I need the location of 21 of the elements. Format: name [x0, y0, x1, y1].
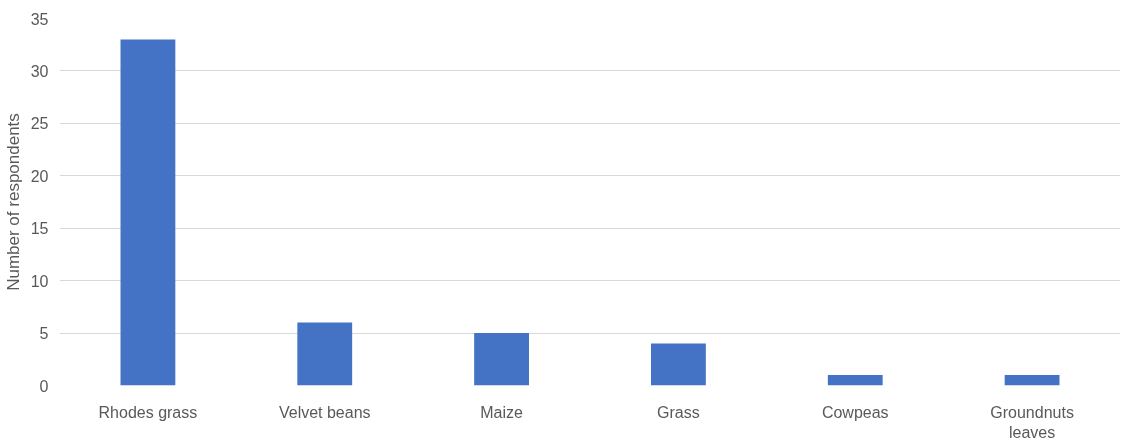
- x-tick-label: Maize: [480, 403, 524, 421]
- bar: [827, 375, 883, 386]
- y-tick-label: 25: [30, 115, 49, 133]
- bar: [474, 333, 529, 386]
- y-tick-label: 10: [30, 272, 49, 290]
- bar: [651, 343, 706, 386]
- y-axis-title: Number of respondents: [3, 113, 23, 291]
- y-tick-label: 35: [30, 10, 49, 28]
- x-tick-label: Cowpeas: [821, 403, 889, 421]
- bar: [297, 322, 353, 386]
- x-tick-label: Grass: [657, 403, 700, 421]
- bar: [1004, 375, 1060, 386]
- bar: [120, 39, 176, 386]
- x-tick-label: Groundnuts leaves: [990, 403, 1074, 441]
- y-tick-label: 0: [39, 377, 49, 395]
- y-tick-label: 30: [30, 62, 49, 80]
- x-tick-label: Rhodes grass: [98, 403, 198, 421]
- y-tick-label: 15: [30, 220, 49, 238]
- x-tick-label: Velvet beans: [278, 403, 371, 421]
- y-tick-label: 5: [39, 325, 49, 343]
- y-tick-label: 20: [30, 167, 49, 185]
